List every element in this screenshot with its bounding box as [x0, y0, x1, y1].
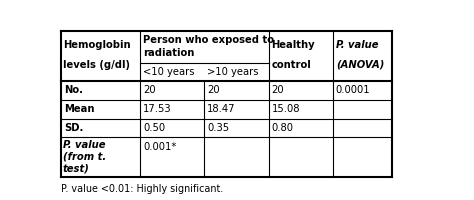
Text: Hemoglobin: Hemoglobin: [64, 40, 131, 50]
Text: Person who exposed to: Person who exposed to: [143, 35, 274, 45]
Text: 18.47: 18.47: [207, 104, 236, 114]
Text: (from t.: (from t.: [63, 152, 106, 162]
Text: 0.0001: 0.0001: [336, 85, 371, 95]
Text: levels (g/dl): levels (g/dl): [64, 60, 130, 70]
Text: 17.53: 17.53: [143, 104, 172, 114]
Text: 20: 20: [143, 85, 155, 95]
Text: radiation: radiation: [143, 48, 194, 58]
Text: 20: 20: [272, 85, 284, 95]
Text: 0.50: 0.50: [143, 123, 165, 133]
Text: P. value: P. value: [63, 140, 105, 150]
Text: 20: 20: [207, 85, 220, 95]
Text: Healthy: Healthy: [272, 40, 315, 50]
Text: <10 years: <10 years: [143, 67, 194, 77]
Text: >10 years: >10 years: [207, 67, 259, 77]
Text: P. value: P. value: [336, 40, 378, 50]
Text: (ANOVA): (ANOVA): [336, 60, 384, 70]
Text: 0.001*: 0.001*: [143, 142, 176, 152]
Text: Mean: Mean: [64, 104, 94, 114]
Text: 15.08: 15.08: [272, 104, 300, 114]
Text: SD.: SD.: [64, 123, 83, 133]
Text: No.: No.: [64, 85, 83, 95]
Text: P. value <0.01: Highly significant.: P. value <0.01: Highly significant.: [61, 184, 223, 194]
Text: test): test): [63, 163, 90, 173]
Text: control: control: [272, 60, 311, 70]
Text: 0.35: 0.35: [207, 123, 229, 133]
Text: 0.80: 0.80: [272, 123, 293, 133]
